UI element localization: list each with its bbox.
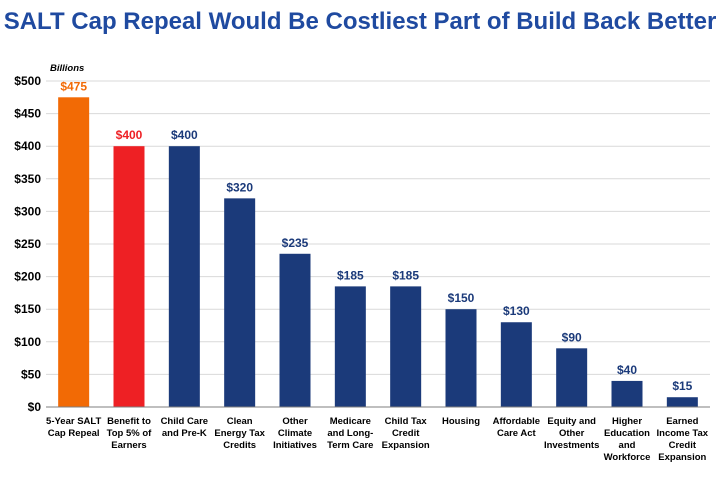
bar <box>334 286 366 407</box>
y-tick-label: $100 <box>14 335 41 349</box>
x-tick-label: Earned Income Tax Credit Expansion <box>657 416 709 463</box>
x-tick-label: Child Care and Pre-K <box>161 416 209 439</box>
x-tick-label: Benefit to Top 5% of Earners <box>107 416 153 451</box>
x-tick-label: Medicare and Long-Term Care <box>327 416 373 451</box>
x-tick-label: Equity and Other Investments <box>544 416 599 451</box>
y-tick-label: $500 <box>14 74 41 88</box>
bar <box>224 198 256 407</box>
gridlines <box>46 80 710 375</box>
x-tick-label: Higher Education and Workforce <box>604 416 651 463</box>
bar <box>500 322 532 407</box>
data-label: $90 <box>562 330 582 344</box>
data-label: $40 <box>617 363 637 377</box>
x-tick-label: Other Climate Initiatives <box>273 416 317 451</box>
x-axis: 5-Year SALT Cap Repeal Benefit to Top 5% of… <box>46 406 710 463</box>
y-axis: $0 $50 $100 $150 $200 $250 $300 $350 $400 $450 $50… <box>14 74 41 414</box>
bar <box>445 309 477 407</box>
x-tick-label: 5-Year SALT Cap Repeal <box>46 416 101 439</box>
bar <box>168 146 200 407</box>
chart-title: SALT Cap Repeal Would Be Costliest Part … <box>3 8 717 35</box>
y-tick-label: $250 <box>14 237 41 251</box>
y-tick-label: $150 <box>14 302 41 316</box>
bar <box>611 380 643 407</box>
bar <box>390 286 422 407</box>
data-label: $185 <box>392 268 419 282</box>
data-label: $150 <box>448 291 475 305</box>
data-label: $130 <box>503 304 530 318</box>
y-tick-label: $200 <box>14 270 41 284</box>
y-axis-unit-label: Billions <box>50 63 84 74</box>
bar <box>556 348 588 407</box>
bars <box>58 97 698 408</box>
y-tick-label: $350 <box>14 172 41 186</box>
data-labels: $475 $400 $400 $320 $235 $185 $185 $150 $130 $90 $… <box>60 79 692 393</box>
x-tick-label: Clean Energy Tax Credits <box>214 416 265 451</box>
data-label: $475 <box>60 79 87 93</box>
y-tick-label: $450 <box>14 107 41 121</box>
bar <box>113 146 145 407</box>
bar <box>279 253 311 407</box>
x-tick-label: Child Tax Credit Expansion <box>382 416 430 451</box>
data-label: $15 <box>672 379 692 393</box>
y-tick-label: $400 <box>14 139 41 153</box>
x-tick-label: Affordable Care Act <box>493 416 541 439</box>
y-tick-label: $50 <box>21 367 41 381</box>
bar <box>58 97 90 408</box>
y-tick-label: $0 <box>28 400 42 414</box>
bar <box>666 397 698 407</box>
data-label: $320 <box>226 180 253 194</box>
y-tick-label: $300 <box>14 204 41 218</box>
data-label: $400 <box>171 128 198 142</box>
data-label: $235 <box>282 236 309 250</box>
x-tick-label: Housing <box>442 416 480 427</box>
data-label: $185 <box>337 268 364 282</box>
data-label: $400 <box>116 128 143 142</box>
